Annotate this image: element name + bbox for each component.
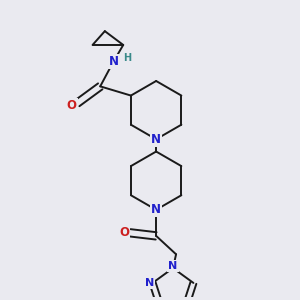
Text: O: O [119,226,130,239]
Text: N: N [151,203,161,216]
Text: N: N [145,278,154,288]
Text: N: N [168,261,178,271]
Text: O: O [67,99,77,112]
Text: N: N [109,55,119,68]
Text: H: H [123,53,131,63]
Text: N: N [151,133,161,146]
